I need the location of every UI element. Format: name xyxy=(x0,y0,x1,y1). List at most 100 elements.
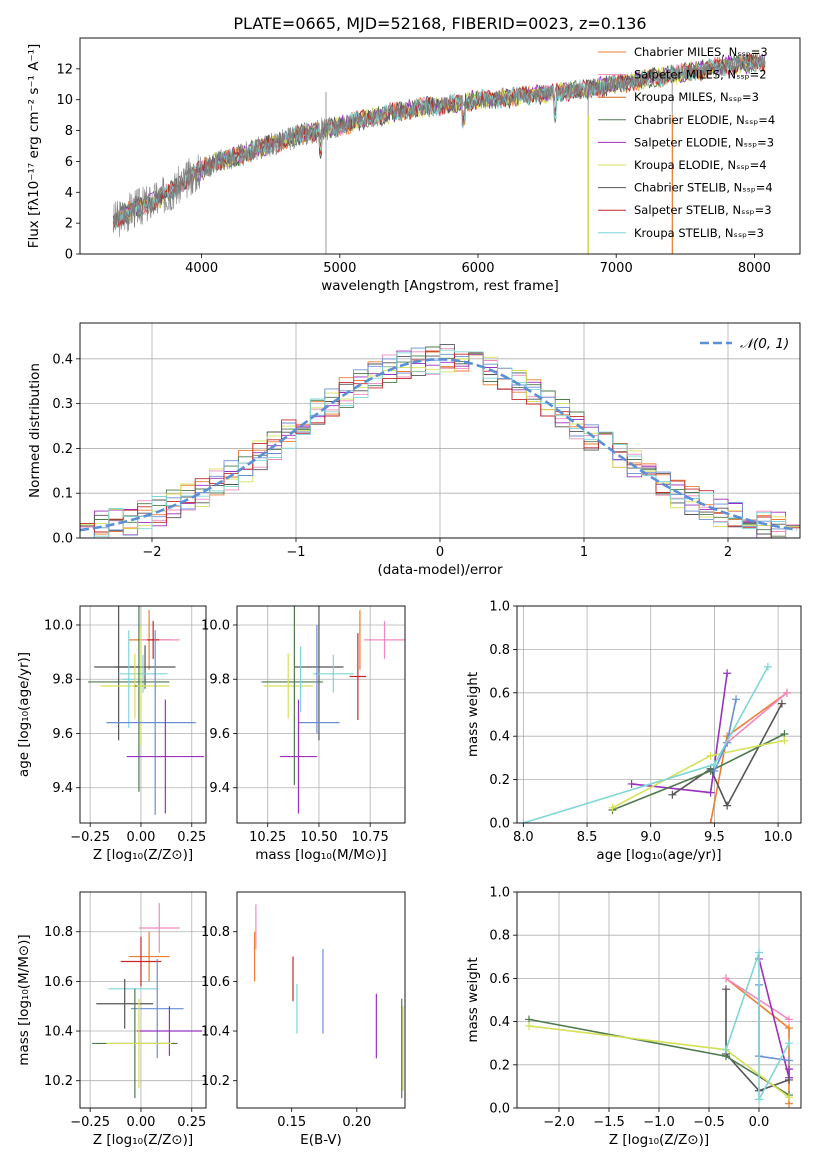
plot-area xyxy=(88,606,204,815)
x-tick-label: −2 xyxy=(142,545,161,560)
data-point xyxy=(118,654,168,693)
plot-area xyxy=(525,948,793,1108)
point-marker xyxy=(668,790,677,799)
axes-frame xyxy=(79,37,801,255)
panel-massweight-vs-Z: −2.0 −1.5 −1.0 −0.5 0.0 0.0 0.2 0.4 0.6 0.8 1.0 Z [… xyxy=(465,886,802,1148)
y-axis-label: age [log₁₀(age/yr)] xyxy=(16,652,32,777)
mass-weight-series xyxy=(722,948,793,1104)
y-tick-label: 9.8 xyxy=(209,673,230,688)
panel-mass-vs-EBV: 0.15 0.20 10.2 10.4 10.6 10.8 E(B-V) xyxy=(201,891,406,1148)
legend-entry: Chabrier MILES, Nₛₛₚ=3 xyxy=(634,45,768,59)
panel-massweight-vs-age: 8.0 8.5 9.0 9.5 10.0 0.0 0.2 0.4 0.6 0.8 1.0 age [l… xyxy=(465,600,802,863)
data-point xyxy=(263,653,313,719)
point-marker xyxy=(710,760,719,769)
x-tick-label: −0.5 xyxy=(693,1115,725,1130)
x-tick-label: 9.5 xyxy=(704,830,725,845)
mass-weight-series xyxy=(723,688,791,747)
data-point xyxy=(94,606,143,741)
mass-weight-series xyxy=(722,974,793,1024)
legend-entry: Chabrier STELIB, Nₛₛₚ=4 xyxy=(634,181,773,195)
point-marker xyxy=(722,974,730,983)
legend-entry: Kroupa ELODIE, Nₛₛₚ=4 xyxy=(634,158,767,172)
x-axis-label: Z [log₁₀(Z/Z⊙)] xyxy=(93,847,193,863)
mass-weight-series xyxy=(627,669,732,797)
y-tick-label: 6 xyxy=(65,155,73,170)
x-tick-label: −2.0 xyxy=(543,1115,575,1130)
data-point xyxy=(312,654,354,693)
plot-area xyxy=(253,904,404,1099)
data-point xyxy=(364,620,405,659)
point-marker xyxy=(755,1095,763,1104)
x-tick-label: 8.5 xyxy=(577,830,598,845)
y-tick-label: 0.2 xyxy=(489,1058,510,1073)
point-marker xyxy=(785,1039,793,1048)
plot-area xyxy=(519,662,791,823)
x-tick-label: 8.0 xyxy=(513,830,534,845)
mass-weight-series xyxy=(608,736,789,812)
x-tick-label: 0 xyxy=(436,545,444,560)
panel-age-vs-mass: 10.25 10.50 10.75 9.4 9.6 9.8 10.0 mass [log₁₀(… xyxy=(201,605,406,863)
y-tick-label: 0.4 xyxy=(489,1015,510,1030)
panel-mass-vs-Z: −0.25 0.00 0.25 10.2 10.4 10.6 10.8 Z [log₁₀(Z/… xyxy=(16,891,207,1148)
axes-frame xyxy=(236,605,406,824)
mass-weight-series xyxy=(755,980,793,1065)
series-line xyxy=(726,692,788,744)
x-tick-label: 0.25 xyxy=(177,830,206,845)
series-line xyxy=(725,952,790,1100)
x-tick-label: 10.75 xyxy=(352,830,389,845)
point-marker xyxy=(723,669,732,678)
axes-frame xyxy=(236,891,406,1109)
x-axis-label: wavelength [Angstrom, rest frame] xyxy=(321,278,559,294)
legend-entry: Salpeter ELODIE, Nₛₛₚ=3 xyxy=(634,135,774,149)
point-marker xyxy=(780,736,789,745)
x-tick-label: −1 xyxy=(286,545,305,560)
plot-area xyxy=(92,903,202,1099)
point-marker xyxy=(755,948,763,957)
series-line xyxy=(612,739,785,809)
x-axis-label: Z [log₁₀(Z/Z⊙)] xyxy=(609,1132,709,1148)
point-marker xyxy=(706,751,715,760)
plot-area xyxy=(80,344,800,538)
y-tick-label: 0.6 xyxy=(489,686,510,701)
point-marker xyxy=(782,688,791,697)
y-tick-label: 1.0 xyxy=(489,886,510,901)
data-point xyxy=(136,1006,202,1056)
y-tick-label: 10.8 xyxy=(44,925,73,940)
point-marker xyxy=(722,985,730,994)
y-axis-label: mass weight xyxy=(465,957,481,1042)
y-tick-label: 9.4 xyxy=(52,781,73,796)
point-marker xyxy=(777,699,786,708)
x-tick-label: 1 xyxy=(580,545,588,560)
point-marker xyxy=(785,1065,793,1074)
y-axis-label: Flux [fλ10⁻¹⁷ erg cm⁻² s⁻¹ A⁻¹] xyxy=(26,44,42,249)
y-tick-label: 0.6 xyxy=(489,972,510,987)
axes-frame xyxy=(79,891,207,1109)
point-marker xyxy=(732,695,741,704)
x-tick-label: 8000 xyxy=(738,261,771,276)
residual-histogram-line xyxy=(80,349,800,538)
y-tick-label: 0.8 xyxy=(489,643,510,658)
series-line xyxy=(725,977,790,1021)
data-point xyxy=(126,699,204,814)
y-tick-label: 0.0 xyxy=(489,817,510,832)
x-tick-label: 0.25 xyxy=(177,1115,206,1130)
y-tick-label: 10.2 xyxy=(44,1074,73,1089)
data-point xyxy=(349,633,367,720)
y-tick-label: 8 xyxy=(65,124,73,139)
x-tick-label: 0.15 xyxy=(277,1115,306,1130)
data-point xyxy=(138,903,180,953)
x-tick-label: 7000 xyxy=(600,261,633,276)
x-tick-label: 0.20 xyxy=(342,1115,371,1130)
mass-weight-series xyxy=(722,985,793,1095)
legend-entry: Salpeter MILES, Nₛₛₚ=2 xyxy=(634,68,767,82)
y-tick-label: 10.4 xyxy=(201,1025,230,1040)
x-tick-label: 0.00 xyxy=(126,1115,155,1130)
data-point xyxy=(294,606,344,741)
y-tick-label: 2 xyxy=(65,217,73,232)
data-point xyxy=(147,620,160,659)
y-tick-label: 10.0 xyxy=(201,618,230,633)
series-line xyxy=(758,984,790,1062)
x-tick-label: 10.50 xyxy=(300,830,337,845)
x-axis-label: (data-model)/error xyxy=(377,562,503,578)
point-marker xyxy=(608,803,617,812)
